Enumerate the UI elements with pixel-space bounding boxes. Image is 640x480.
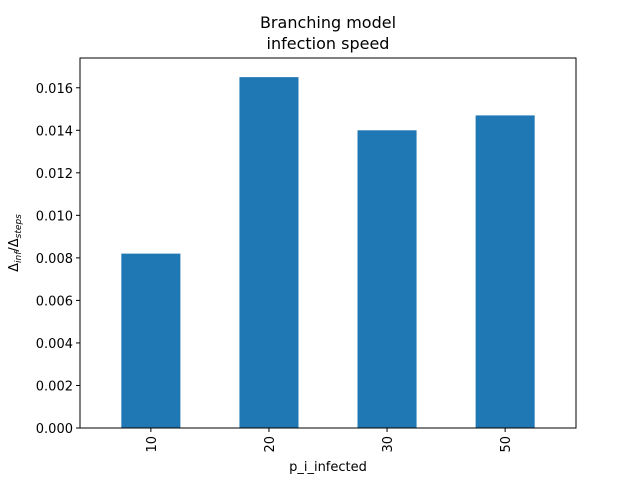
x-tick-label-10: 10 — [145, 436, 160, 453]
y-axis-label: Δinf/Δsteps — [7, 214, 24, 272]
bar-10 — [121, 253, 181, 428]
bar-30 — [357, 130, 417, 429]
y-tick-label-8: 0.016 — [36, 82, 73, 97]
y-tick-label-3: 0.006 — [36, 294, 73, 309]
chart-title-line2: infection speed — [267, 34, 390, 53]
y-tick-label-1: 0.002 — [36, 379, 73, 394]
x-axis: 10 20 30 50 — [145, 428, 514, 453]
y-tick-label-2: 0.004 — [36, 337, 73, 352]
y-tick-label-4: 0.008 — [36, 252, 73, 267]
y-axis: 0.000 0.002 0.004 0.006 0.008 0.010 0.012 0.014… — [36, 82, 80, 437]
y-axis-label-sub-steps: steps — [14, 214, 24, 238]
y-tick-label-0: 0.000 — [36, 422, 73, 437]
y-tick-label-5: 0.010 — [36, 209, 73, 224]
plot-frame — [79, 57, 577, 429]
x-tick-label-50: 50 — [499, 436, 514, 453]
y-tick-label-6: 0.012 — [36, 167, 73, 182]
chart-title-line1: Branching model — [260, 13, 396, 32]
y-tick-label-7: 0.014 — [36, 124, 73, 139]
x-axis-label: p_i_infected — [289, 460, 367, 475]
bar-50 — [475, 115, 535, 428]
y-axis-label-delta: Δ — [7, 263, 22, 272]
y-axis-label-sub-inf: inf — [14, 250, 24, 263]
x-tick-label-20: 20 — [263, 436, 278, 453]
x-tick-label-30: 30 — [381, 436, 396, 453]
y-axis-label-sep: /Δ — [7, 238, 22, 251]
bars-group — [121, 77, 535, 429]
bar-20 — [239, 77, 299, 428]
